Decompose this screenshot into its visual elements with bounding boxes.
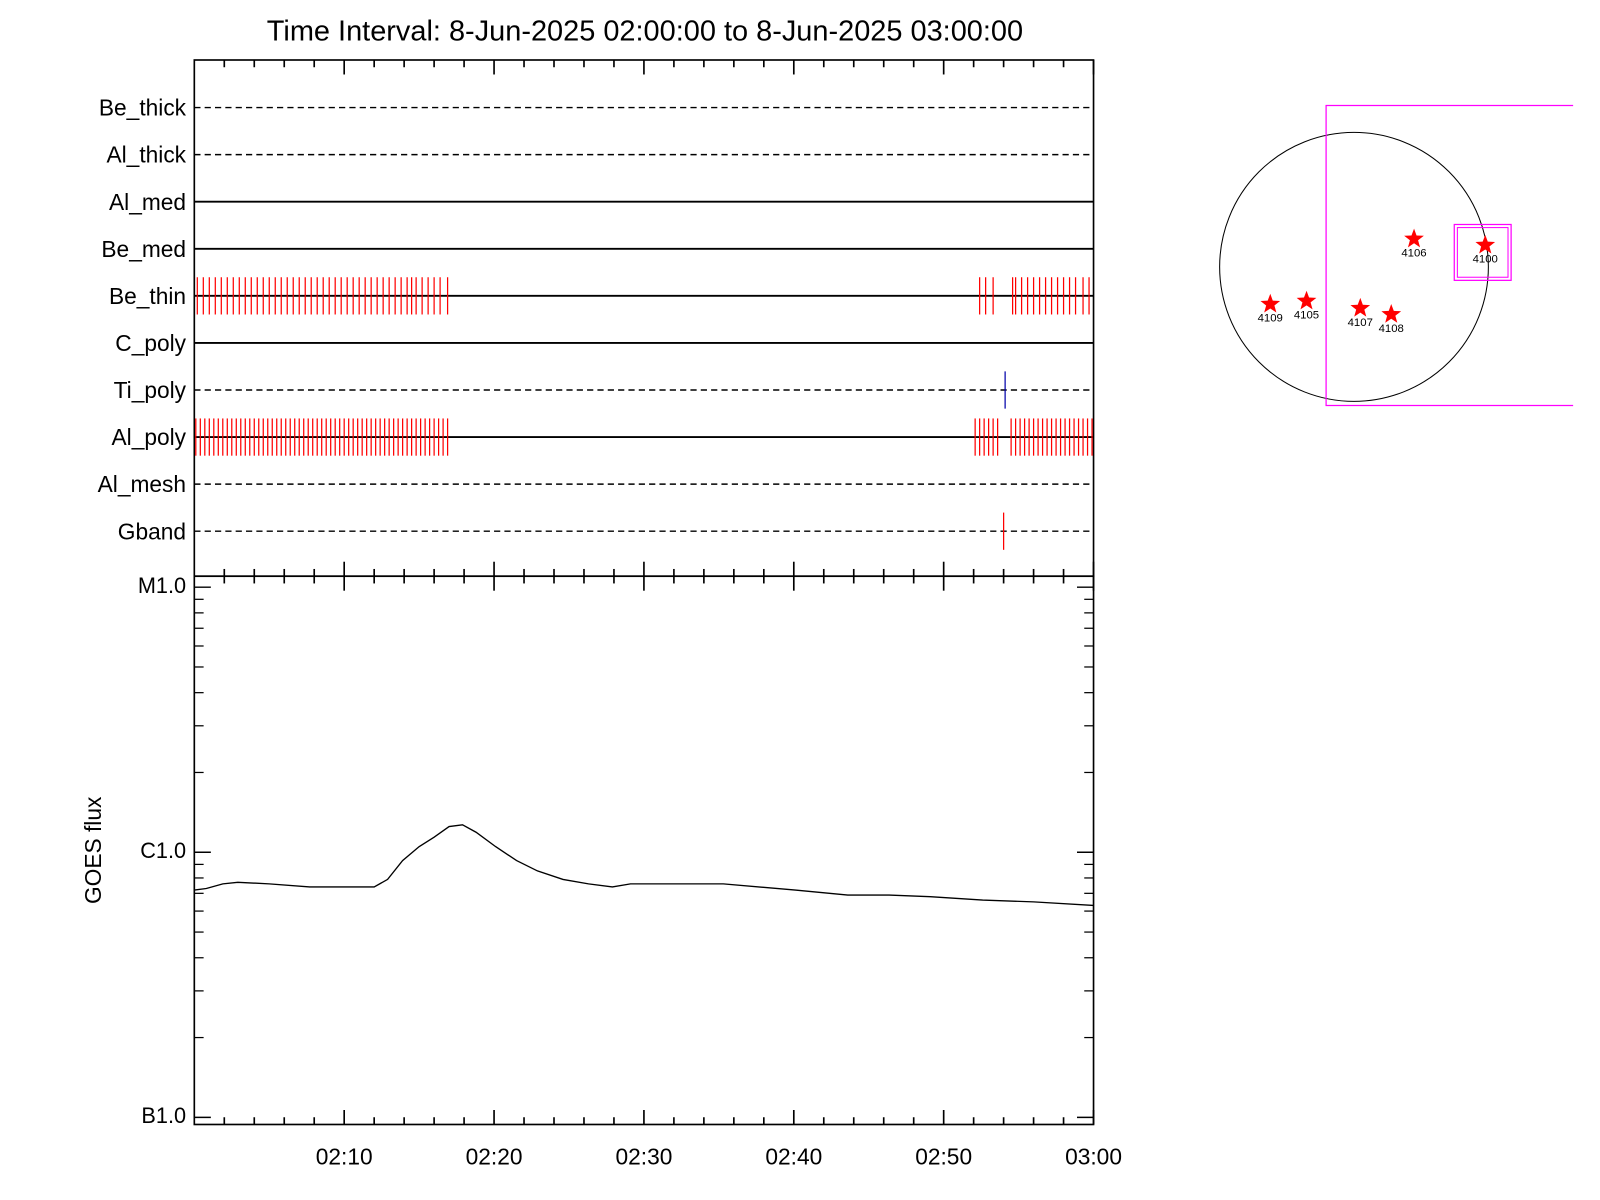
region-star [1296, 290, 1317, 310]
x-tick-label: 02:40 [765, 1144, 822, 1170]
y-tick-label: M1.0 [138, 573, 186, 598]
row-label: Be_thin [109, 283, 186, 309]
region-label: 4106 [1401, 247, 1426, 259]
x-tick-label: 03:00 [1065, 1144, 1122, 1170]
region-star [1381, 304, 1402, 323]
region-label: 4109 [1258, 313, 1283, 325]
row-label: Ti_poly [114, 377, 187, 403]
fov-box [1325, 104, 1574, 407]
region-star [1404, 228, 1424, 248]
chart-title: Time Interval: 8-Jun-2025 02:00:00 to 8-… [267, 16, 1023, 48]
region-label: 4100 [1473, 254, 1498, 266]
target-box-inner [1456, 227, 1509, 278]
row-label: C_poly [115, 330, 186, 356]
target-box [1453, 223, 1512, 281]
x-tick-label: 02:10 [316, 1144, 373, 1170]
row-label: Al_med [109, 189, 186, 215]
row-label: Al_poly [112, 424, 187, 450]
flux-line [194, 824, 1094, 907]
flux-frame [193, 575, 1095, 1126]
region-label: 4107 [1348, 317, 1373, 329]
row-label: Al_thick [106, 142, 186, 168]
y-tick-label: C1.0 [140, 838, 186, 863]
x-tick-label: 02:20 [466, 1144, 523, 1170]
y-axis-label: GOES flux [80, 796, 106, 904]
row-label: Al_mesh [98, 471, 186, 497]
x-tick-label: 02:50 [915, 1144, 972, 1170]
solar-disk [1219, 131, 1489, 402]
row-label: Be_thick [99, 95, 187, 121]
row-label: Gband [118, 518, 186, 544]
region-star [1260, 293, 1281, 313]
y-tick-label: B1.0 [141, 1103, 186, 1128]
timeline-frame [193, 59, 1095, 578]
row-label: Be_med [101, 236, 186, 262]
region-star [1475, 234, 1496, 254]
region-label: 4108 [1379, 323, 1404, 335]
x-tick-label: 02:30 [615, 1144, 672, 1170]
region-label: 4105 [1294, 310, 1319, 322]
region-star [1350, 297, 1371, 317]
